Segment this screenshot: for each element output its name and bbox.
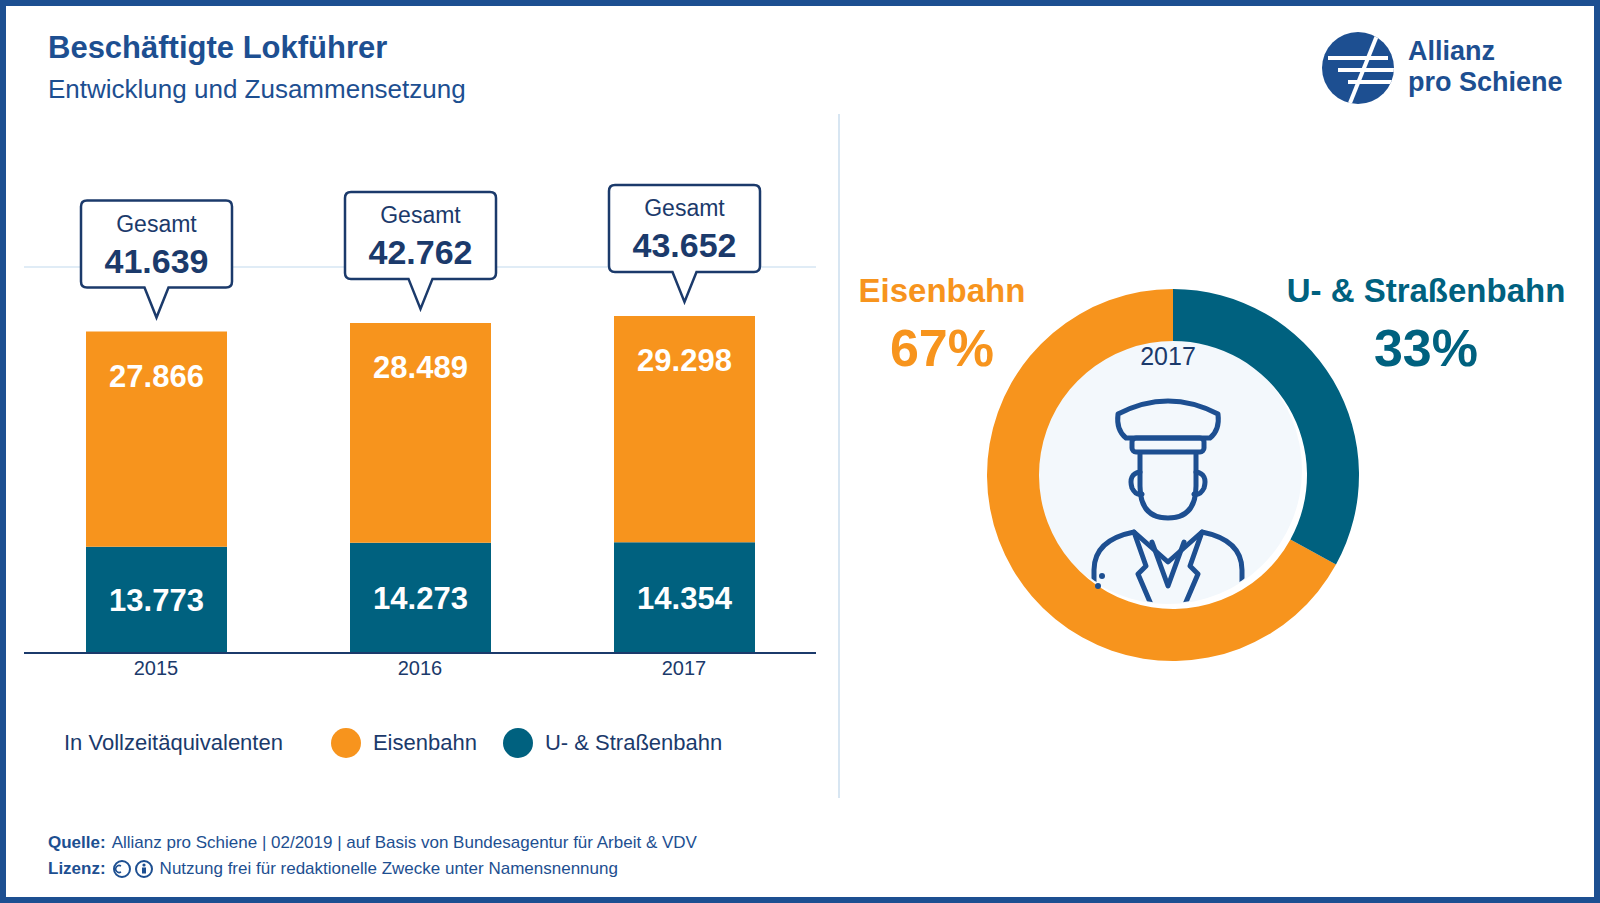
html-text:Quelle: Allianz pro Schiene |: Quelle: Allianz pro Schiene | 02/2019 | … [48, 833, 697, 852]
svg-text:2016: 2016 [398, 657, 443, 679]
html-text:Beschäftigte Lokführer: Beschäftigte Lokführer [48, 30, 388, 65]
html-text:U- & Straßenbahn: U- & Straßenbahn [1286, 272, 1566, 309]
svg-text:2017: 2017 [662, 657, 707, 679]
html-text:Nutzung frei für redaktionelle: Nutzung frei für redaktionelle Zwecke un… [159, 859, 618, 878]
svg-text:29.298: 29.298 [637, 343, 732, 378]
svg-text:42.762: 42.762 [369, 233, 473, 271]
svg-text:13.773: 13.773 [109, 583, 204, 618]
html-text:pro Schiene: pro Schiene [1408, 67, 1563, 97]
html-text:2017: 2017 [1140, 342, 1196, 370]
svg-text:27.866: 27.866 [109, 359, 204, 394]
svg-text:28.489: 28.489 [373, 350, 468, 385]
html-text:Entwicklung und Zusammensetzun: Entwicklung und Zusammensetzung [48, 74, 466, 104]
svg-text:14.273: 14.273 [373, 581, 468, 616]
svg-text:2015: 2015 [134, 657, 179, 679]
svg-text:41.639: 41.639 [105, 242, 209, 280]
html-text:67%: 67% [890, 319, 994, 377]
svg-text:Gesamt: Gesamt [116, 211, 197, 237]
html-text:33%: 33% [1374, 319, 1478, 377]
svg-text:Gesamt: Gesamt [644, 195, 725, 221]
svg-text:Gesamt: Gesamt [380, 202, 461, 228]
html-text:Allianz: Allianz [1408, 36, 1495, 66]
svg-text:43.652: 43.652 [633, 226, 737, 264]
html-text:U- & Straßenbahn: U- & Straßenbahn [544, 730, 723, 755]
html-text:Lizenz:: Lizenz: [48, 859, 106, 878]
html-text:Eisenbahn: Eisenbahn [858, 272, 1026, 309]
html-text:In Vollzeitäquivalenten: In Vollzeitäquivalenten [64, 730, 283, 755]
html-text:Eisenbahn: Eisenbahn [372, 730, 477, 755]
svg-text:14.354: 14.354 [637, 581, 733, 616]
